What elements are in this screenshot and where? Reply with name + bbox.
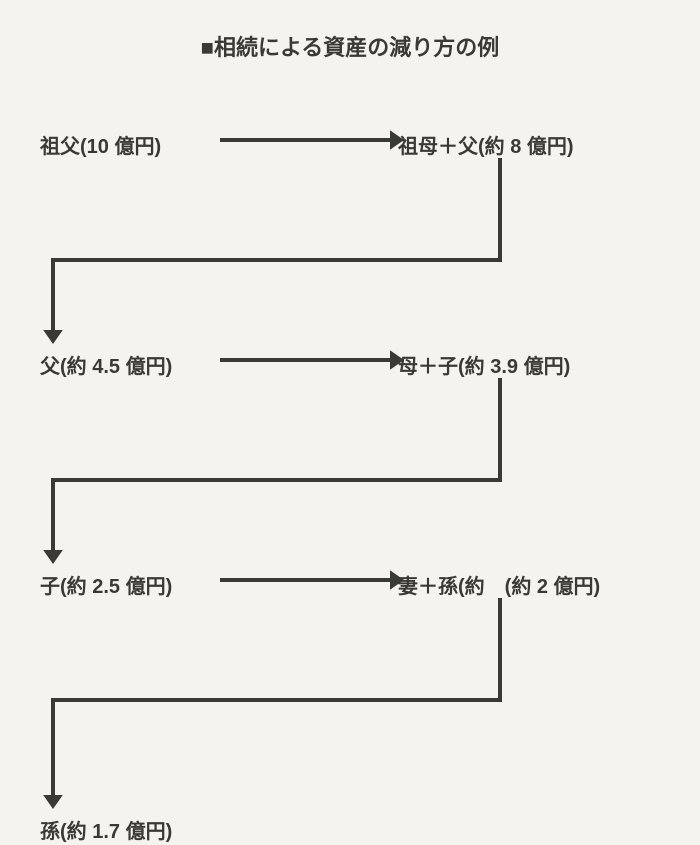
flow-node: 祖母＋父(約 8 億円) [398,130,574,159]
arrow-connector [220,346,404,374]
flow-node: 父(約 4.5 億円) [40,350,172,379]
diagram-title: ■相続による資産の減り方の例 [0,30,700,62]
flow-node: 妻＋孫(約 (約 2 億円) [398,570,600,599]
arrow-connector [39,158,504,344]
arrow-connector [220,566,404,594]
arrow-connector [39,598,504,809]
flow-node: 祖父(10 億円) [40,130,161,159]
arrow-connector [39,378,504,564]
flow-node: 孫(約 1.7 億円) [40,815,172,844]
flow-node: 母＋子(約 3.9 億円) [398,350,570,379]
flow-node: 子(約 2.5 億円) [40,570,172,599]
arrow-connector [220,126,404,154]
